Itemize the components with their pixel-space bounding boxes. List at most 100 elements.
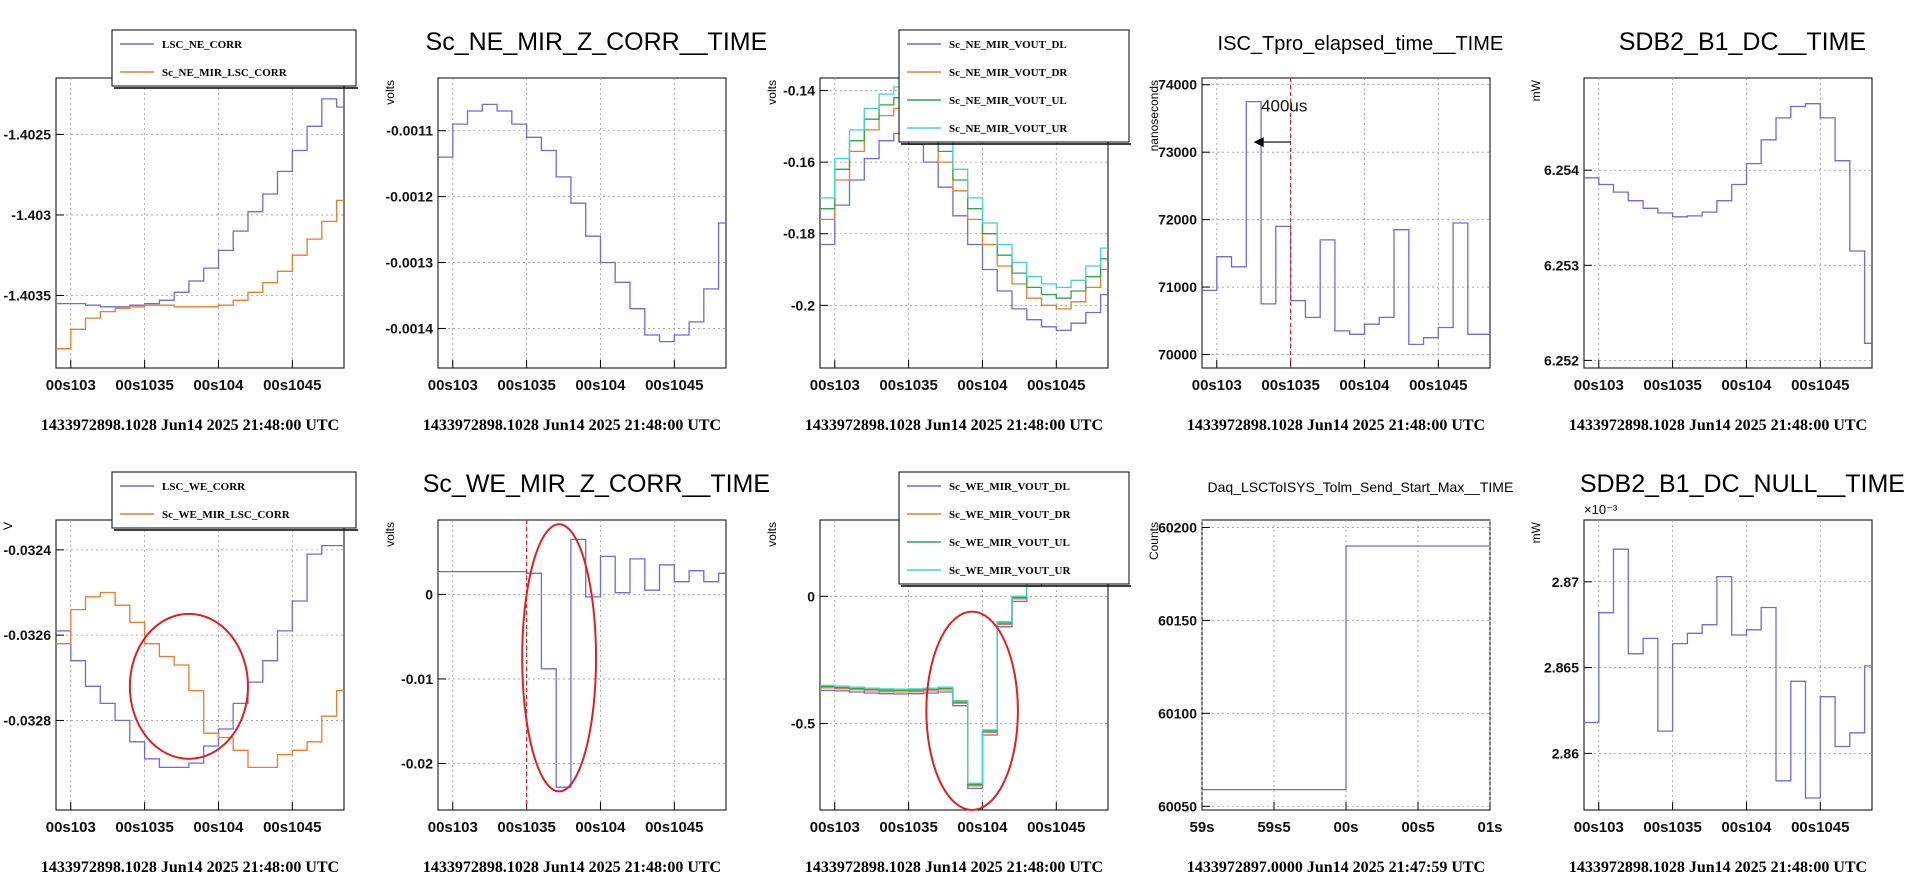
x-tick-label: 00s104 [1339, 377, 1390, 394]
x-tick-label: 00s103 [1574, 377, 1624, 394]
x-tick-label: 59s [1189, 819, 1214, 836]
arrow-head-icon [1253, 137, 1264, 148]
x-tick-label: 00s103 [1192, 377, 1242, 394]
x-tick-label: 59s5 [1257, 819, 1290, 836]
y-axis-label: volts [765, 522, 779, 547]
series-line-0 [1202, 100, 1490, 346]
y-tick-label: 6.253 [1544, 257, 1579, 273]
plot-frame [437, 77, 727, 369]
y-tick-label: -0.02 [401, 755, 433, 771]
y-tick-label: 6.254 [1544, 162, 1579, 178]
x-tick-label: 00s [1333, 819, 1358, 836]
chart-panel-6: 00s103 00s1035 00s104 00s1045 0 -0.01 -0.02 Sc_… [383, 470, 770, 876]
series-group [56, 544, 344, 769]
y-axis-label: mW [1529, 521, 1543, 543]
x-tick-label: 00s104 [575, 819, 626, 836]
y-tick-label: -0.0013 [386, 255, 434, 271]
highlight-ellipse [925, 610, 1019, 811]
chart-panel-1: 00s103 00s1035 00s104 00s1045 -0.0011 -0.0012… [383, 28, 767, 434]
y-axis-label: nanoseconds [1147, 80, 1161, 151]
x-tick-label: 00s1045 [645, 819, 703, 836]
y-tick-label: 60200 [1158, 519, 1197, 535]
series-line-0 [438, 103, 726, 343]
legend: LSC_WE_CORR Sc_WE_MIR_LSC_CORR [111, 471, 358, 531]
x-tick-label: 00s1035 [497, 377, 555, 394]
x-tick-label: 00s103 [428, 377, 478, 394]
legend-entry-1: Sc_NE_MIR_VOUT_DR [949, 67, 1068, 79]
x-tick-label: 00s1035 [115, 819, 173, 836]
legend-box [898, 29, 1130, 143]
timestamp-footer: 1433972898.1028 Jun14 2025 21:48:00 UTC [41, 859, 339, 876]
x-tick-label: 00s104 [193, 377, 244, 394]
series-line-0 [56, 544, 344, 769]
y-axis-label: Counts [1147, 522, 1161, 560]
legend-entry-3: Sc_WE_MIR_VOUT_UR [949, 565, 1071, 577]
legend-entry-0: Sc_NE_MIR_VOUT_DL [949, 39, 1067, 51]
series-line-0 [820, 132, 1108, 332]
legend-entry-1: Sc_NE_MIR_LSC_CORR [162, 67, 288, 79]
y-tick-label: -0.5 [791, 716, 815, 732]
chart-title: Sc_WE_MIR_Z_CORR__TIME [423, 470, 770, 498]
y-tick-label: 73000 [1158, 144, 1197, 160]
y-tick-label: -0.2 [791, 297, 815, 313]
legend-entry-0: LSC_WE_CORR [162, 481, 246, 493]
x-tick-label: 00s1035 [115, 377, 173, 394]
y-tick-label: -0.14 [783, 83, 815, 99]
y-tick-label: 0 [425, 586, 433, 602]
y-tick-label: 6.252 [1544, 352, 1579, 368]
series-group [1584, 103, 1872, 344]
y-tick-label: -1.4025 [4, 126, 52, 142]
series-group [438, 538, 726, 788]
x-tick-label: 00s1035 [1643, 819, 1701, 836]
legend-entry-2: Sc_WE_MIR_VOUT_UL [949, 537, 1070, 549]
x-tick-label: 01s [1477, 819, 1502, 836]
chart-title: Sc_NE_MIR_Z_CORR__TIME [426, 28, 768, 56]
y-axis-label: volts [383, 80, 397, 105]
y-tick-label: 2.865 [1544, 660, 1579, 676]
y-multiplier-label: ×10⁻³ [1584, 502, 1618, 517]
y-tick-label: -0.18 [783, 226, 815, 242]
y-tick-label: 60050 [1158, 798, 1197, 814]
y-tick-label: -0.0324 [4, 542, 52, 558]
legend: Sc_WE_MIR_VOUT_DL Sc_WE_MIR_VOUT_DR Sc_WE_… [898, 471, 1131, 587]
timestamp-footer: 1433972898.1028 Jun14 2025 21:48:00 UTC [1187, 417, 1485, 434]
x-tick-label: 00s104 [193, 819, 244, 836]
x-tick-label: 00s103 [810, 819, 860, 836]
x-tick-label: 00s1045 [263, 377, 321, 394]
series-line-0 [1584, 548, 1872, 799]
x-tick-label: 00s104 [1721, 377, 1772, 394]
chart-panel-3: 00s103 00s1035 00s104 00s1045 70000 71000 7200… [1147, 33, 1503, 434]
timestamp-footer: 1433972898.1028 Jun14 2025 21:48:00 UTC [423, 859, 721, 876]
series-line-0 [1202, 545, 1490, 791]
series-line-1 [56, 199, 344, 350]
x-tick-label: 00s1035 [497, 819, 555, 836]
chart-panel-4: 00s103 00s1035 00s104 00s1045 6.252 6.253 6.25… [1529, 28, 1873, 434]
highlight-ellipse [521, 523, 598, 793]
y-tick-label: 60150 [1158, 612, 1197, 628]
y-tick-label: -0.0011 [386, 123, 433, 139]
y-tick-label: -0.0014 [386, 320, 434, 336]
timestamp-footer: 1433972898.1028 Jun14 2025 21:48:00 UTC [423, 417, 721, 434]
legend: Sc_NE_MIR_VOUT_DL Sc_NE_MIR_VOUT_DR Sc_NE_… [898, 29, 1131, 145]
series-line-0 [1584, 103, 1872, 344]
x-tick-label: 00s1035 [879, 377, 937, 394]
x-tick-label: 00s1045 [645, 377, 703, 394]
timestamp-footer: 1433972898.1028 Jun14 2025 21:48:00 UTC [1569, 859, 1867, 876]
x-tick-label: 00s1035 [1261, 377, 1319, 394]
series-line-0 [56, 98, 344, 308]
series-group [1202, 545, 1490, 791]
series-group [56, 98, 344, 350]
series-group [820, 86, 1108, 332]
legend-entry-1: Sc_WE_MIR_VOUT_DR [949, 509, 1071, 521]
x-tick-label: 00s103 [46, 819, 96, 836]
x-tick-label: 00s103 [46, 377, 96, 394]
y-axis-label: V [1, 522, 15, 530]
y-tick-label: -0.01 [401, 671, 433, 687]
y-axis-label: volts [765, 80, 779, 105]
x-tick-label: 00s103 [810, 377, 860, 394]
y-tick-label: 2.87 [1552, 574, 1579, 590]
legend-entry-2: Sc_NE_MIR_VOUT_UL [949, 95, 1067, 107]
x-tick-label: 00s1045 [1027, 377, 1085, 394]
y-axis-label: volts [383, 522, 397, 547]
series-line-0 [438, 538, 726, 788]
